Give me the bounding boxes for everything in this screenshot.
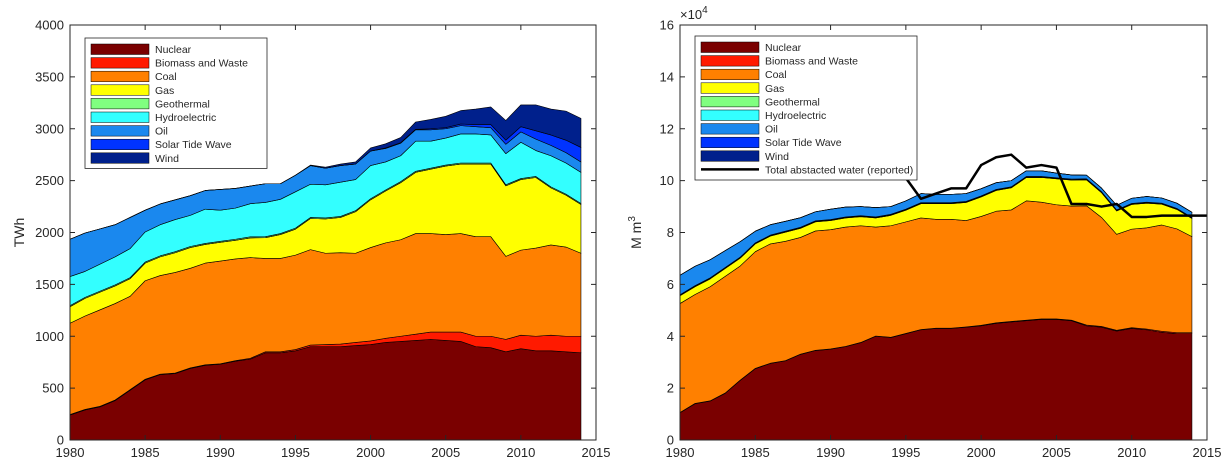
y-tick-label: 4 xyxy=(667,329,674,344)
legend-swatch-hydroelectric xyxy=(90,111,150,123)
x-tick-label: 2010 xyxy=(1117,445,1146,460)
x-tick-label: 2010 xyxy=(506,445,535,460)
chart-right-water-abstraction: 1980 1985 1990 1995 2000 2005 2010 2015 0 2 4 6 8 10 1… xyxy=(627,5,1222,460)
legend-swatch-gas xyxy=(90,84,150,96)
y-axis-label-text: M m xyxy=(628,222,644,249)
x-tick-label: 2000 xyxy=(967,445,996,460)
chart-left-energy-twh: 1980 1985 1990 1995 2000 2005 2010 2015 0 500 1000… xyxy=(11,18,611,461)
legend-swatch-nuclear xyxy=(700,41,760,53)
x-tick-label: 1995 xyxy=(891,445,920,460)
legend-label-total-abstracted-water: Total abstacted water (reported) xyxy=(765,164,913,176)
legend-label-biomass-and-waste: Biomass and Waste xyxy=(765,56,858,68)
legend-label-oil: Oil xyxy=(765,124,778,136)
legend-swatch-coal xyxy=(90,70,150,82)
x-tick-label: 1980 xyxy=(666,445,695,460)
legend-label-gas: Gas xyxy=(765,83,784,95)
x-tick-label: 1990 xyxy=(816,445,845,460)
y-tick-label: 6 xyxy=(667,277,674,292)
legend-label-coal: Coal xyxy=(155,71,177,83)
x-tick-label: 2000 xyxy=(356,445,385,460)
legend-swatch-wind xyxy=(90,152,150,164)
y-tick-label: 1500 xyxy=(35,277,64,292)
x-tick-label: 2005 xyxy=(1042,445,1071,460)
y-tick-label: 0 xyxy=(667,433,674,448)
legend-swatch-oil xyxy=(700,123,760,135)
legend-swatch-wind xyxy=(700,150,760,162)
area-wind xyxy=(69,104,582,240)
y-tick-label: 500 xyxy=(42,381,64,396)
x-tick-label: 2015 xyxy=(582,445,611,460)
y-tick-label: 16 xyxy=(660,18,674,33)
area-wind xyxy=(679,170,1193,276)
y-tick-label: 8 xyxy=(667,225,674,240)
y-axis-label-superscript: 3 xyxy=(627,216,638,222)
legend-swatch-nuclear xyxy=(90,43,150,55)
legend-swatch-biomass-and-waste xyxy=(700,55,760,67)
legend-label-wind: Wind xyxy=(765,151,789,163)
y-tick-label: 2 xyxy=(667,381,674,396)
y-tick-label: 2500 xyxy=(35,173,64,188)
x-tick-label: 1980 xyxy=(56,445,85,460)
line-total-abstracted-water xyxy=(904,153,1207,219)
x-tick-label: 1985 xyxy=(131,445,160,460)
legend-label-solar-tide-wave: Solar Tide Wave xyxy=(155,139,232,151)
y-tick-label: 1000 xyxy=(35,329,64,344)
exponent-label-superscript: 4 xyxy=(702,5,708,16)
y-tick-label: 3000 xyxy=(35,121,64,136)
y-tick-label: 10 xyxy=(660,173,674,188)
legend-swatch-oil xyxy=(90,125,150,137)
legend-swatch-solar-tide-wave xyxy=(700,136,760,148)
legend-swatch-hydroelectric xyxy=(700,109,760,121)
legend-swatch-biomass-and-waste xyxy=(90,57,150,69)
y-axis-label: TWh xyxy=(11,218,27,248)
legend-swatch-solar-tide-wave xyxy=(90,138,150,150)
legend-label-gas: Gas xyxy=(155,85,174,97)
legend-label-biomass-and-waste: Biomass and Waste xyxy=(155,58,248,70)
x-tick-label: 1985 xyxy=(741,445,770,460)
legend-label-oil: Oil xyxy=(155,126,168,138)
legend-label-nuclear: Nuclear xyxy=(155,44,192,56)
legend-swatch-gas xyxy=(700,82,760,94)
x-tick-label: 2015 xyxy=(1193,445,1222,460)
exponent-label: ×104 xyxy=(680,5,708,22)
legend-swatch-geothermal xyxy=(700,96,760,108)
x-tick-label: 1990 xyxy=(206,445,235,460)
legend-label-hydroelectric: Hydroelectric xyxy=(765,110,826,122)
legend-label-coal: Coal xyxy=(765,69,787,81)
x-tick-label: 2005 xyxy=(431,445,460,460)
legend-swatch-coal xyxy=(700,68,760,80)
y-tick-label: 3500 xyxy=(35,69,64,84)
y-tick-label: 4000 xyxy=(35,18,64,33)
y-tick-label: 2000 xyxy=(35,225,64,240)
y-tick-label: 14 xyxy=(660,69,674,84)
legend-label-hydroelectric: Hydroelectric xyxy=(155,112,216,124)
x-tick-label: 1995 xyxy=(281,445,310,460)
legend-label-wind: Wind xyxy=(155,153,179,165)
legend-label-geothermal: Geothermal xyxy=(765,96,820,108)
y-axis-label: M m3 xyxy=(627,216,644,249)
legend-swatch-geothermal xyxy=(90,98,150,110)
legend-label-geothermal: Geothermal xyxy=(155,98,210,110)
exponent-label-base: ×10 xyxy=(680,7,702,22)
y-axis-label-text: TWh xyxy=(11,218,27,248)
y-tick-label: 12 xyxy=(660,121,674,136)
legend-label-solar-tide-wave: Solar Tide Wave xyxy=(765,137,842,149)
legend-label-nuclear: Nuclear xyxy=(765,42,802,54)
y-tick-label: 0 xyxy=(57,433,64,448)
